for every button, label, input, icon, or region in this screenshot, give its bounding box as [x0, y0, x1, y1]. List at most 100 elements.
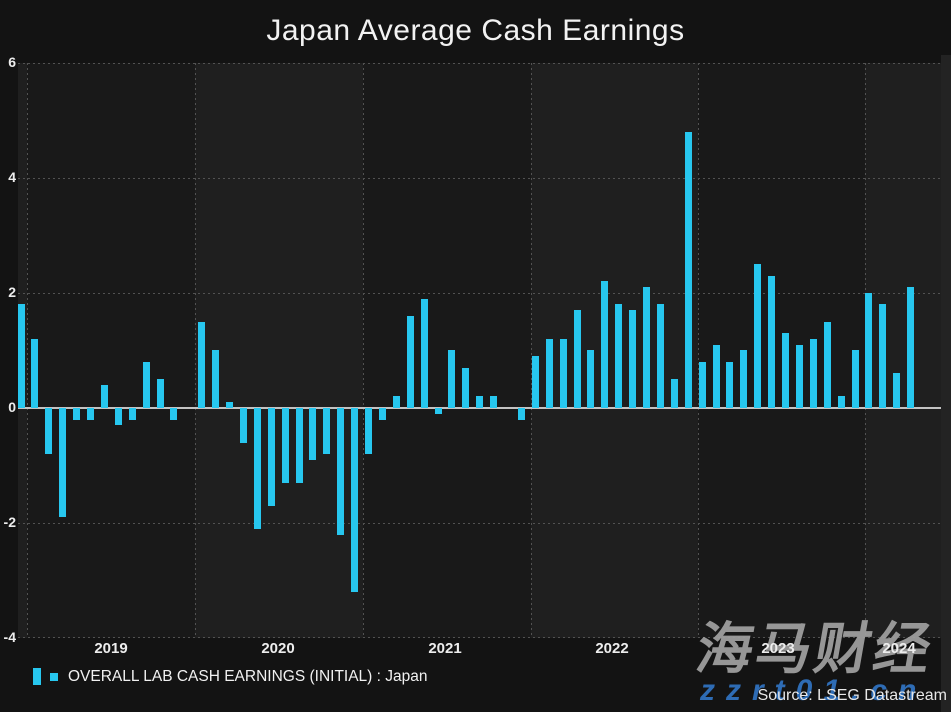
bar — [59, 408, 66, 517]
bar — [87, 408, 94, 420]
x-tick-label: 2024 — [882, 640, 916, 657]
bar — [351, 408, 358, 592]
bar — [73, 408, 80, 420]
y-tick-label: 6 — [8, 54, 16, 70]
bar — [726, 362, 733, 408]
horizontal-gridline — [18, 63, 941, 64]
bar — [810, 339, 817, 408]
bar — [45, 408, 52, 454]
vertical-gridline — [698, 63, 699, 638]
legend-square-marker-icon — [50, 673, 58, 681]
bar — [254, 408, 261, 529]
bar — [601, 281, 608, 408]
legend-bar-marker-icon — [33, 668, 41, 685]
bar — [365, 408, 372, 454]
bar — [31, 339, 38, 408]
bar — [657, 304, 664, 408]
zero-axis-line — [18, 407, 941, 409]
bar — [421, 299, 428, 408]
year-band — [363, 63, 531, 638]
year-band — [531, 63, 698, 638]
watermark-url-text: zzrt01.cn — [700, 674, 928, 707]
bar — [240, 408, 247, 443]
bar — [671, 379, 678, 408]
bar — [435, 408, 442, 414]
vertical-gridline — [363, 63, 364, 638]
x-tick-label: 2023 — [761, 640, 795, 657]
bar — [852, 350, 859, 408]
bar — [629, 310, 636, 408]
bar — [643, 287, 650, 408]
bar — [490, 396, 497, 408]
bar — [212, 350, 219, 408]
bar — [101, 385, 108, 408]
bar — [268, 408, 275, 506]
y-tick-label: 4 — [8, 169, 16, 185]
y-tick-label: -4 — [3, 629, 16, 645]
x-tick-label: 2020 — [261, 640, 295, 657]
right-margin-strip — [941, 55, 951, 712]
bar — [740, 350, 747, 408]
bar — [532, 356, 539, 408]
bar — [379, 408, 386, 420]
vertical-gridline — [195, 63, 196, 638]
bar — [157, 379, 164, 408]
bar — [865, 293, 872, 408]
bar — [782, 333, 789, 408]
bar — [838, 396, 845, 408]
bar — [323, 408, 330, 454]
horizontal-gridline — [18, 637, 941, 638]
bar — [282, 408, 289, 483]
bar — [824, 322, 831, 408]
y-tick-label: 2 — [8, 284, 16, 300]
bar — [713, 345, 720, 408]
bar — [337, 408, 344, 535]
bar — [393, 396, 400, 408]
bar — [18, 304, 25, 408]
bar — [546, 339, 553, 408]
bar — [448, 350, 455, 408]
bar — [143, 362, 150, 408]
year-band — [195, 63, 363, 638]
legend-label: OVERALL LAB CASH EARNINGS (INITIAL) : Ja… — [68, 668, 428, 685]
bar — [296, 408, 303, 483]
y-tick-label: -2 — [3, 514, 16, 530]
vertical-gridline — [531, 63, 532, 638]
y-tick-label: 0 — [8, 399, 16, 415]
vertical-gridline — [27, 63, 28, 638]
horizontal-gridline — [18, 523, 941, 524]
bar — [907, 287, 914, 408]
bar — [754, 264, 761, 408]
bar — [796, 345, 803, 408]
source-attribution: Source: LSEG Datastream — [757, 687, 947, 704]
bar — [574, 310, 581, 408]
bar — [226, 402, 233, 408]
bar — [115, 408, 122, 425]
year-band — [865, 63, 941, 638]
bar — [518, 408, 525, 420]
bar — [407, 316, 414, 408]
year-band — [27, 63, 195, 638]
plot-area — [18, 63, 941, 638]
x-tick-label: 2021 — [428, 640, 462, 657]
x-tick-label: 2019 — [94, 640, 128, 657]
bar — [170, 408, 177, 420]
bar — [198, 322, 205, 408]
bar — [476, 396, 483, 408]
bar — [685, 132, 692, 408]
bar — [768, 276, 775, 408]
bar — [560, 339, 567, 408]
bar — [879, 304, 886, 408]
bar — [462, 368, 469, 408]
bar — [615, 304, 622, 408]
bar — [129, 408, 136, 420]
chart-title: Japan Average Cash Earnings — [266, 14, 685, 47]
bar — [309, 408, 316, 460]
x-tick-label: 2022 — [595, 640, 629, 657]
bar — [699, 362, 706, 408]
bar — [893, 373, 900, 408]
bar — [587, 350, 594, 408]
horizontal-gridline — [18, 178, 941, 179]
year-band — [698, 63, 865, 638]
